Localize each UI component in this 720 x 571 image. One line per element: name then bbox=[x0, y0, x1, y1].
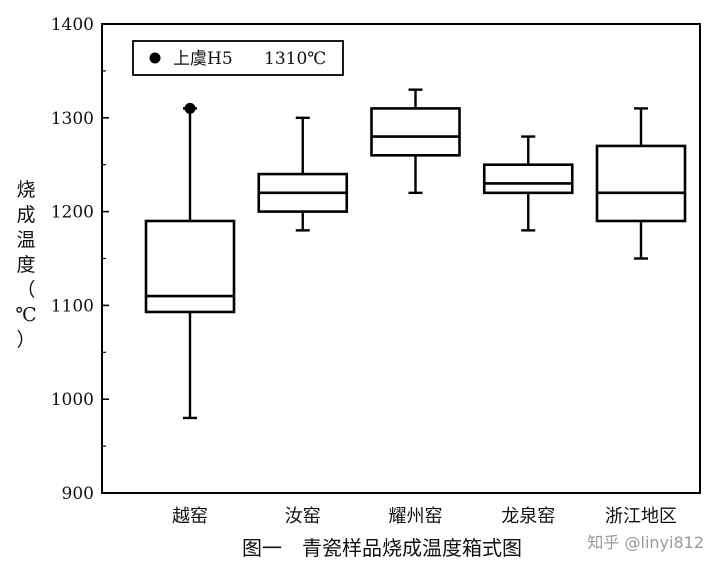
y-tick-label: 1000 bbox=[51, 390, 94, 410]
y-tick-label: 1400 bbox=[51, 15, 94, 35]
box-iqr bbox=[482, 163, 574, 195]
box-iqr bbox=[370, 107, 461, 157]
box-5 bbox=[595, 107, 687, 260]
legend-value: 1310℃ bbox=[264, 49, 326, 69]
x-axis-categories: 越窑 汝窑 耀州窑 龙泉窑 浙江地区 bbox=[172, 506, 677, 527]
y-tick-label: 1200 bbox=[51, 203, 94, 223]
y-tick-label: 900 bbox=[62, 484, 94, 504]
box-2 bbox=[257, 116, 349, 232]
x-category-label: 汝窑 bbox=[285, 506, 321, 527]
legend-box bbox=[132, 40, 344, 76]
x-category-label: 越窑 bbox=[172, 506, 208, 527]
y-tick-label: 1300 bbox=[51, 109, 94, 129]
x-category-label: 耀州窑 bbox=[389, 506, 443, 527]
legend: 上虞H5 1310℃ bbox=[132, 40, 344, 76]
y-axis-label-char: 成 bbox=[16, 204, 35, 226]
y-axis-label: 烧成温度 （ ℃ ） bbox=[15, 179, 36, 351]
box-4 bbox=[482, 135, 574, 232]
box-iqr bbox=[144, 219, 236, 314]
legend-marker-dot bbox=[149, 52, 161, 64]
x-category-label: 浙江地区 bbox=[605, 506, 677, 527]
y-tick-label: 1100 bbox=[51, 296, 94, 316]
figure-caption: 图一 青瓷样品烧成温度箱式图 bbox=[242, 536, 522, 560]
box-iqr bbox=[595, 144, 687, 223]
y-axis-label-char: ） bbox=[16, 329, 35, 351]
y-axis-ticks: 900 1000 1100 1200 1300 1400 bbox=[51, 15, 109, 504]
y-axis-label-char: 烧 bbox=[16, 179, 35, 201]
highlight-point bbox=[184, 102, 196, 114]
y-axis-label-char: ℃ bbox=[15, 304, 36, 326]
box-3 bbox=[370, 88, 461, 195]
boxes bbox=[144, 88, 687, 420]
legend-label: 上虞H5 bbox=[173, 49, 233, 69]
x-category-label: 龙泉窑 bbox=[501, 506, 555, 527]
y-axis-label-char: 度 bbox=[16, 254, 35, 276]
box-1 bbox=[144, 107, 236, 420]
y-axis-label-char: 温 bbox=[16, 229, 35, 251]
y-axis-label-char: （ bbox=[16, 279, 35, 301]
watermark: 知乎 @linyi812 bbox=[587, 533, 704, 552]
